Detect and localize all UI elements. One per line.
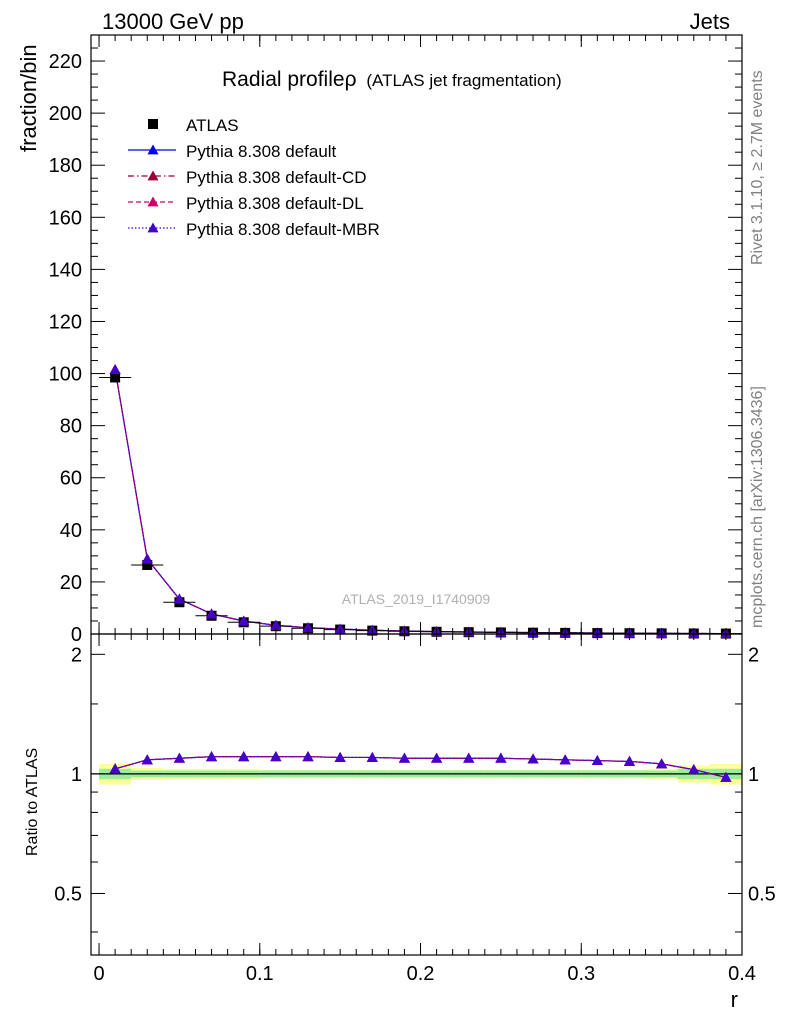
y-tick-label: 40: [60, 520, 82, 542]
ratio-tick-label-right: 0.5: [748, 883, 776, 905]
y-tick-label: 180: [49, 155, 82, 177]
series-marker: [270, 619, 282, 630]
analysis-watermark: ATLAS_2019_I1740909: [342, 591, 491, 607]
data-point: [110, 372, 121, 383]
ratio-series-marker: [302, 751, 314, 762]
ratio-frame: [90, 633, 743, 956]
legend-marker: [147, 170, 159, 181]
series-marker: [141, 553, 153, 564]
ratio-series-marker: [109, 763, 121, 774]
header-left: 13000 GeV pp: [102, 9, 244, 34]
y-tick-label: 220: [49, 51, 82, 73]
ratio-tick-label: 1: [71, 764, 82, 786]
y-tick-label: 140: [49, 259, 82, 281]
legend: ATLAS Pythia 8.308 default Pythia 8.308 de…: [128, 116, 380, 239]
ratio-axis-title: Ratio to ATLAS: [24, 748, 41, 856]
x-tick-label: 0.3: [567, 963, 595, 985]
y-axis-title: fraction/bin: [16, 44, 41, 152]
series-marker: [173, 593, 185, 604]
ratio-series-marker: [141, 754, 153, 765]
data-point: [142, 559, 153, 570]
legend-marker-data: [148, 119, 158, 129]
x-tick-label: 0: [93, 963, 104, 985]
x-tick-label: 0.1: [246, 963, 274, 985]
legend-marker: [147, 196, 159, 207]
legend-label: Pythia 8.308 default-CD: [186, 168, 367, 187]
ratio-series-marker: [366, 751, 378, 762]
ratio-series-marker: [238, 751, 250, 762]
header-right: Jets: [690, 9, 730, 34]
series-marker: [206, 608, 218, 619]
chart-subtitle: (ATLAS jet fragmentation): [366, 71, 561, 90]
y-tick-label: 20: [60, 572, 82, 594]
legend-label: Pythia 8.308 default-DL: [186, 194, 364, 213]
ratio-series-marker: [334, 751, 346, 762]
ratio-series-marker: [206, 751, 218, 762]
y-tick-label: 60: [60, 468, 82, 490]
rivet-label: Rivet 3.1.10, ≥ 2.7M events: [749, 70, 766, 265]
ratio-series-marker: [431, 752, 443, 763]
x-tick-label: 0.2: [407, 963, 435, 985]
ratio-tick-label: 2: [71, 644, 82, 666]
ratio-series-marker: [270, 751, 282, 762]
ratio-series-marker: [720, 771, 732, 782]
ratio-series-marker: [173, 752, 185, 763]
ratio-series-marker: [398, 752, 410, 763]
x-axis-title: r: [731, 987, 738, 1012]
ratio-series-marker: [559, 754, 571, 765]
x-tick-label: 0.4: [728, 963, 756, 985]
y-tick-label: 120: [49, 311, 82, 333]
ratio-series-marker: [527, 753, 539, 764]
ratio-series-marker: [623, 755, 635, 766]
y-tick-label: 100: [49, 364, 82, 386]
y-tick-label: 80: [60, 416, 82, 438]
series-marker: [238, 615, 250, 626]
ratio-series-marker: [656, 758, 668, 769]
y-tick-label: 160: [49, 207, 82, 229]
ratio-series-marker: [591, 755, 603, 766]
y-tick-label: 200: [49, 103, 82, 125]
series-marker: [302, 622, 314, 633]
mcplots-label: mcplots.cern.ch [arXiv:1306.3436]: [749, 386, 766, 628]
ratio-tick-label: 0.5: [54, 883, 82, 905]
y-tick-label: 0: [71, 624, 82, 646]
legend-label: Pythia 8.308 default: [186, 142, 337, 161]
ratio-series-marker: [463, 752, 475, 763]
ratio-series-marker: [688, 764, 700, 775]
ratio-tick-label-right: 1: [748, 764, 759, 786]
chart-title: Radial profileρ (ATLAS jet fragmentation…: [222, 68, 562, 91]
series-line: [114, 369, 726, 635]
chart-title-main: Radial profileρ: [222, 68, 357, 91]
ratio-tick-label-right: 2: [748, 644, 759, 666]
legend-marker: [147, 144, 159, 155]
series-marker: [109, 364, 121, 375]
legend-label-data: ATLAS: [186, 116, 239, 135]
ratio-series-line: [114, 756, 727, 778]
ratio-series-marker: [495, 752, 507, 763]
legend-label: Pythia 8.308 default-MBR: [186, 220, 380, 239]
legend-marker: [147, 222, 159, 233]
